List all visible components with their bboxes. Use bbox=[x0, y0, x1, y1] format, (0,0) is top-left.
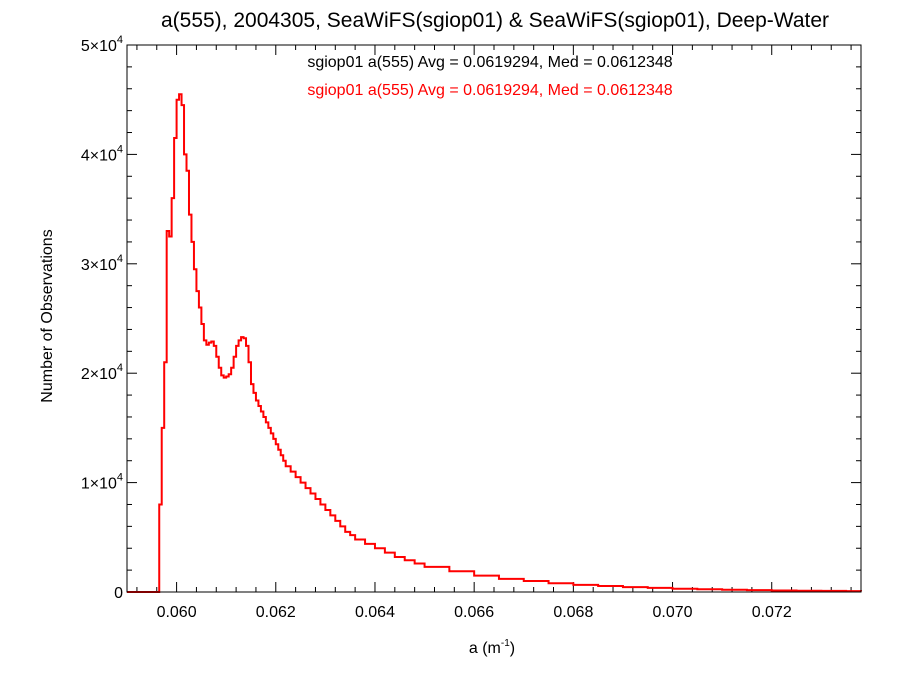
x-tick-label: 0.066 bbox=[454, 604, 494, 621]
legend-entry-black: sgiop01 a(555) Avg = 0.0619294, Med = 0.… bbox=[307, 54, 672, 71]
y-tick-label: 0 bbox=[114, 585, 123, 602]
x-tick-label: 0.072 bbox=[752, 604, 792, 621]
y-axis-label: Number of Observations bbox=[39, 229, 56, 402]
chart-title: a(555), 2004305, SeaWiFS(sgiop01) & SeaW… bbox=[161, 9, 829, 32]
series-layer bbox=[127, 93, 862, 593]
x-tick-label: 0.060 bbox=[157, 604, 197, 621]
y-tick-label: 2×104 bbox=[81, 362, 123, 383]
y-axis-ticks: 0 1×104 2×104 3×104 4×104 5×104 bbox=[81, 34, 861, 602]
y-tick-label: 1×104 bbox=[81, 472, 123, 493]
x-tick-label: 0.064 bbox=[355, 604, 395, 621]
x-tick-label: 0.070 bbox=[653, 604, 693, 621]
x-tick-label: 0.062 bbox=[256, 604, 296, 621]
x-axis-ticks: 0.060 0.062 0.064 0.066 0.068 0.070 0.072 bbox=[136, 45, 852, 621]
x-axis-label: a (m-1) bbox=[469, 638, 515, 657]
y-tick-label: 5×104 bbox=[81, 34, 123, 55]
legend-entry-red: sgiop01 a(555) Avg = 0.0619294, Med = 0.… bbox=[307, 82, 672, 99]
y-tick-label: 4×104 bbox=[81, 143, 123, 164]
histogram-series-0 bbox=[127, 93, 862, 593]
y-tick-label: 3×104 bbox=[81, 253, 123, 274]
plot-frame bbox=[126, 44, 862, 593]
x-tick-label: 0.068 bbox=[553, 604, 593, 621]
